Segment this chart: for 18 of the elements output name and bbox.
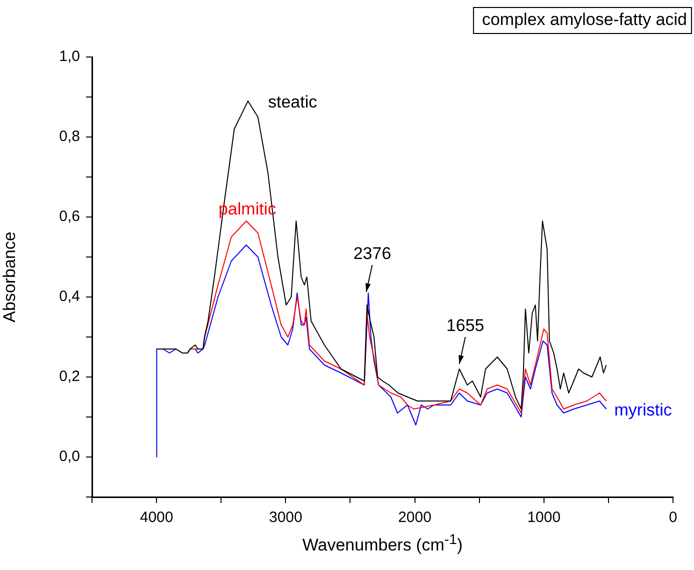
y-tick-label: 0,2 [59, 368, 80, 386]
y-tick-label: 0,6 [59, 208, 80, 226]
y-tick-label: 0,0 [59, 448, 80, 466]
x-axis-title: Wavenumbers (cm$^{-1}$) [302, 532, 463, 556]
y-axis-title: Absorbance [0, 232, 19, 322]
annotation: 1655 [446, 316, 484, 336]
series-label: steatic [268, 92, 318, 112]
x-tick-label: 4000 [140, 509, 174, 526]
annotation: 2376 [353, 244, 392, 264]
x-tick-label: 1000 [527, 509, 561, 526]
chart-title: complex amylose-fatty acid [472, 7, 692, 34]
x-tick-label: 0 [668, 509, 678, 526]
y-tick-label: 1,0 [59, 48, 80, 66]
y-tick-label: 0,4 [59, 288, 80, 306]
x-tick-label: 3000 [268, 509, 302, 526]
x-tick-label: 2000 [398, 509, 432, 526]
y-tick-label: 0,8 [59, 128, 80, 146]
series-label: myristic [614, 400, 672, 420]
